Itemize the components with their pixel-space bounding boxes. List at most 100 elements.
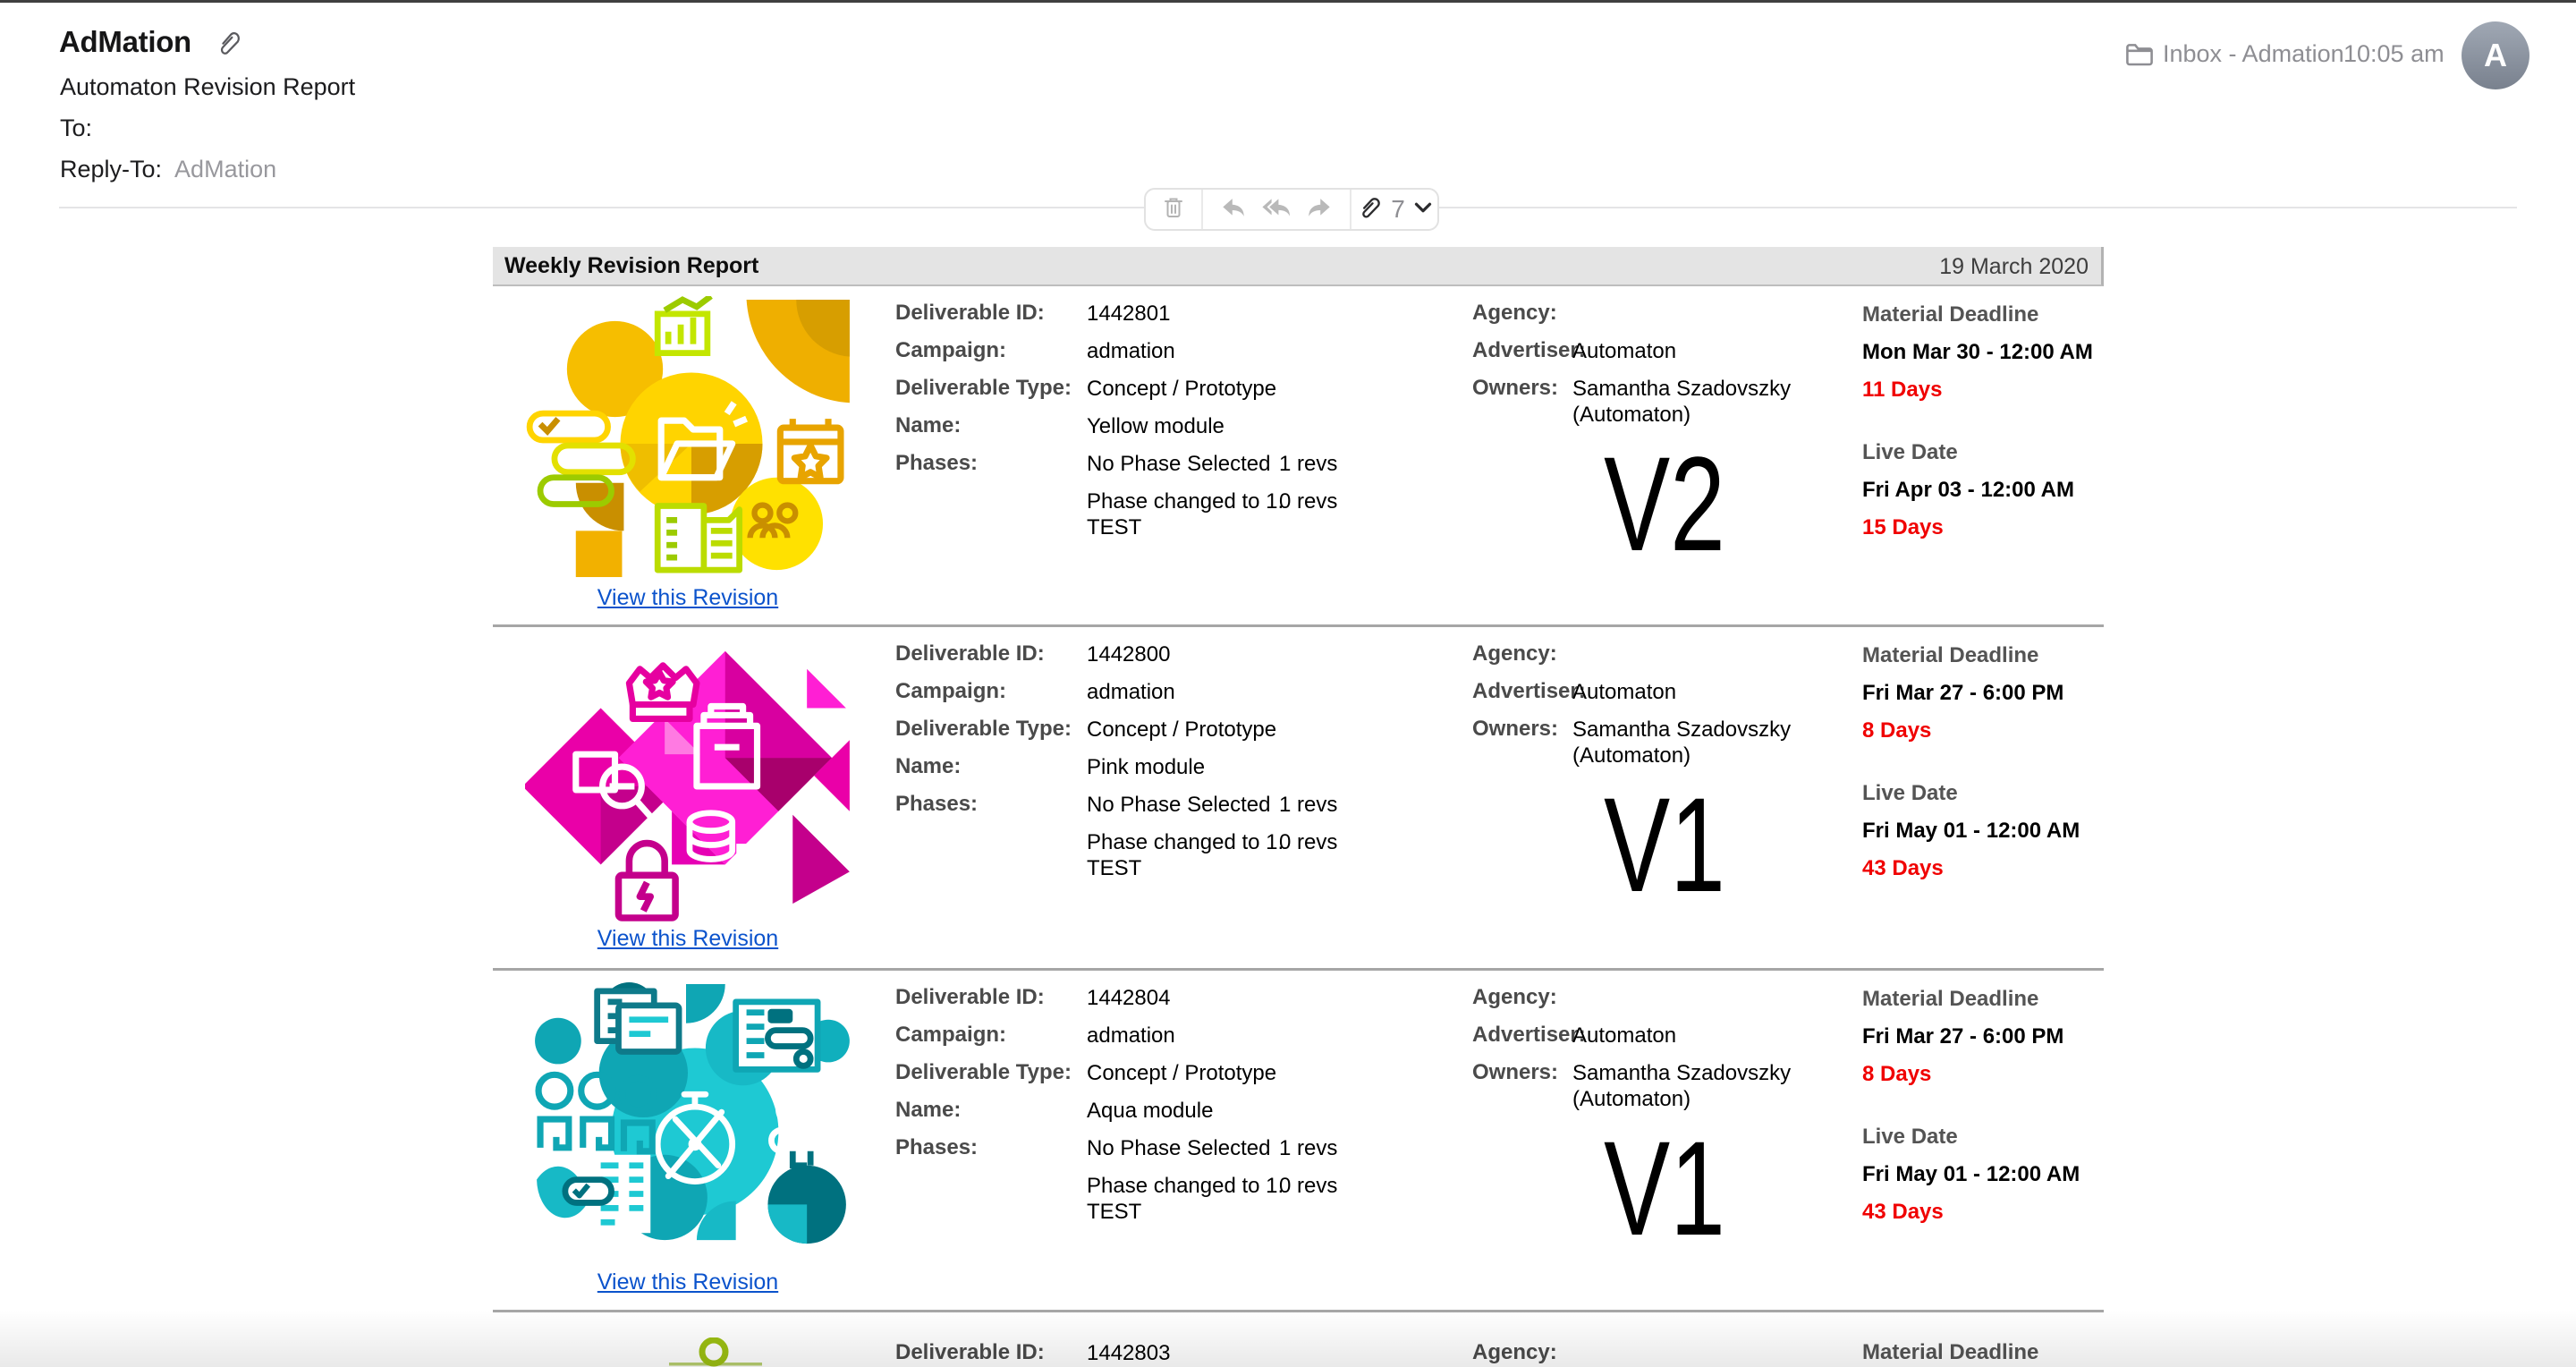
reply-to-field: Reply-To: AdMation [60, 156, 276, 183]
view-revision-link[interactable]: View this Revision [597, 926, 779, 951]
deliverable-type: Concept / Prototype [1087, 1061, 1277, 1085]
live-date-days: 43 Days [1862, 856, 1944, 880]
deliverable-id: 1442800 [1087, 642, 1171, 667]
phase: No Phase Selected [1087, 793, 1271, 817]
folder-icon [2125, 41, 2154, 71]
delete-button[interactable] [1146, 190, 1201, 229]
phase-revs: 0 revs [1279, 489, 1338, 514]
field-label: Deliverable ID: [895, 301, 1045, 325]
field-label: Phases: [895, 451, 979, 475]
material-deadline-date: Fri Mar 27 - 6:00 PM [1862, 681, 2064, 705]
material-deadline-days: 11 Days [1862, 378, 1943, 402]
sender-name: AdMation [59, 25, 191, 58]
phase: No Phase Selected [1087, 452, 1271, 476]
module-image-green [669, 1337, 762, 1367]
campaign: admation [1087, 1023, 1175, 1048]
field-label: Advertiser: [1472, 1023, 1586, 1047]
field-label: Deliverable ID: [895, 1340, 1045, 1364]
deliverable-id: 1442801 [1087, 301, 1171, 326]
weekly-revision-report: Weekly Revision Report 19 March 2020 [493, 247, 2104, 1367]
view-revision-link[interactable]: View this Revision [597, 585, 779, 610]
paperclip-icon [1357, 195, 1382, 225]
phase: Phase changed to 1. TEST [1087, 1174, 1284, 1224]
deliverable-row: View this Revision Deliverable ID: 14428… [493, 624, 2104, 968]
view-revision-link[interactable]: View this Revision [597, 1269, 779, 1295]
module-image-aqua[interactable] [525, 981, 851, 1265]
advertiser: Automaton [1572, 680, 1677, 704]
owners: Samantha Szadovszky (Automaton) [1572, 1061, 1792, 1111]
field-label: Advertiser: [1472, 679, 1586, 703]
attachment-icon [215, 29, 242, 62]
module-image-pink[interactable] [522, 637, 851, 921]
deliverable-name: Aqua module [1087, 1099, 1214, 1123]
trash-icon [1162, 195, 1185, 225]
live-date-days: 15 Days [1862, 515, 1944, 539]
deliverable-row: View this Revision Deliverable ID: 14428… [493, 968, 2104, 1310]
phase: Phase changed to 1. TEST [1087, 489, 1284, 539]
window-top-edge [0, 0, 2576, 3]
attachment-count: 7 [1391, 195, 1405, 223]
field-label: Material Deadline [1862, 302, 2039, 327]
live-date: Fri May 01 - 12:00 AM [1862, 1162, 2080, 1186]
field-label: Agency: [1472, 641, 1557, 666]
deliverable-id: 1442804 [1087, 986, 1171, 1010]
module-image-yellow[interactable] [525, 293, 851, 581]
revision-version: V1 [1604, 769, 1725, 920]
advertiser: Automaton [1572, 1023, 1677, 1048]
revision-version: V2 [1604, 429, 1725, 579]
reply-to-value[interactable]: AdMation [174, 156, 277, 183]
phase-revs: 1 revs [1279, 793, 1338, 817]
report-header-bar: Weekly Revision Report 19 March 2020 [493, 247, 2104, 286]
owners: Samantha Szadovszky (Automaton) [1572, 377, 1792, 427]
phase-revs: 0 revs [1279, 1174, 1338, 1198]
material-deadline-days: 8 Days [1862, 718, 1932, 743]
field-label: Owners: [1472, 1060, 1559, 1084]
deliverable-type: Concept / Prototype [1087, 377, 1277, 401]
field-label: Deliverable Type: [895, 1060, 1072, 1084]
field-label: Agency: [1472, 985, 1557, 1009]
field-label: Material Deadline [1862, 987, 2039, 1011]
field-label: Material Deadline [1862, 1340, 2039, 1364]
owners: Samantha Szadovszky (Automaton) [1572, 717, 1792, 768]
field-label: Advertiser: [1472, 338, 1586, 362]
reply-button[interactable] [1219, 195, 1248, 225]
forward-button[interactable] [1305, 195, 1334, 225]
field-label: Name: [895, 1098, 962, 1122]
field-label: Live Date [1862, 1125, 1958, 1149]
phase-revs: 1 revs [1279, 452, 1338, 476]
avatar[interactable]: A [2462, 21, 2529, 89]
email-subject: Automaton Revision Report [60, 73, 356, 100]
message-time: 10:05 am [2343, 40, 2445, 67]
field-label: Phases: [895, 1135, 979, 1159]
phase-revs: 0 revs [1279, 830, 1338, 854]
field-label: Live Date [1862, 440, 1958, 464]
field-label: Material Deadline [1862, 643, 2039, 667]
advertiser: Automaton [1572, 339, 1677, 363]
field-label: Campaign: [895, 679, 1007, 703]
deliverable-type: Concept / Prototype [1087, 717, 1277, 742]
field-label: Campaign: [895, 1023, 1007, 1047]
field-label: Phases: [895, 792, 979, 816]
field-label: Campaign: [895, 338, 1007, 362]
live-date: Fri May 01 - 12:00 AM [1862, 819, 2080, 843]
field-label: Deliverable Type: [895, 717, 1072, 741]
attachments-button[interactable]: 7 [1350, 190, 1437, 229]
mailbox-name[interactable]: Inbox - Admation [2163, 40, 2344, 67]
field-label: Deliverable ID: [895, 985, 1045, 1009]
reply-all-button[interactable] [1260, 195, 1292, 225]
material-deadline-days: 8 Days [1862, 1062, 1932, 1086]
reply-to-label: Reply-To: [60, 156, 163, 183]
campaign: admation [1087, 339, 1175, 363]
revision-version: V1 [1604, 1113, 1725, 1263]
field-label: Name: [895, 754, 962, 778]
field-label: Deliverable Type: [895, 376, 1072, 400]
field-label: Owners: [1472, 376, 1559, 400]
chevron-down-icon [1414, 201, 1432, 218]
phase: No Phase Selected [1087, 1136, 1271, 1160]
deliverable-name: Pink module [1087, 755, 1206, 779]
field-label: Agency: [1472, 301, 1557, 325]
live-date-days: 43 Days [1862, 1200, 1944, 1224]
campaign: admation [1087, 680, 1175, 704]
field-label: Owners: [1472, 717, 1559, 741]
message-toolbar: 7 [1144, 188, 1439, 231]
